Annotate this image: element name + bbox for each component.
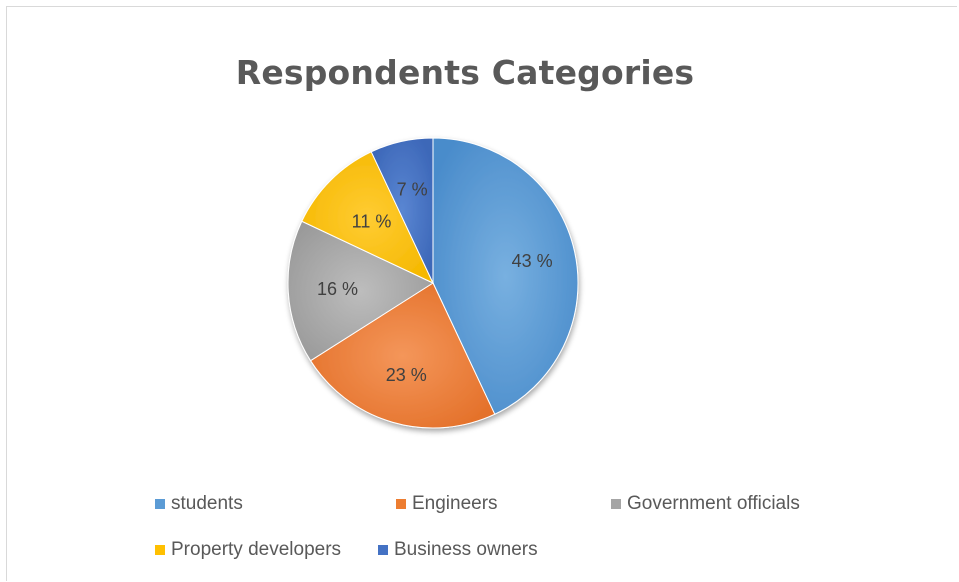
data-label-business-owners: 7 % xyxy=(397,180,428,200)
legend-label: Engineers xyxy=(412,493,498,514)
pie-slice-engineers xyxy=(309,282,496,429)
pie-slice-students xyxy=(432,137,579,415)
pie-chart: 43 % 23 % 16 % 11 %7 % xyxy=(287,137,579,429)
legend-swatch xyxy=(396,499,406,509)
legend-swatch xyxy=(611,499,621,509)
legend-item-engineers: Engineers xyxy=(396,492,498,516)
legend-swatch xyxy=(155,499,165,509)
pie-slice-business-owners xyxy=(370,137,434,284)
legend-label: Property developers xyxy=(171,539,342,560)
data-label-government-officials: 16 % xyxy=(317,279,358,299)
legend-item-property-developers: Property developers xyxy=(155,538,341,562)
legend-swatch xyxy=(378,545,388,555)
legend-swatch xyxy=(155,545,165,555)
chart-frame: Respondents Categories xyxy=(6,6,957,581)
legend-item-business-owners: Business owners xyxy=(378,538,538,562)
data-label-property-developers: 11 % xyxy=(352,212,392,232)
data-label-students: 43 % xyxy=(512,251,553,271)
pie-slice-government-officials xyxy=(287,220,435,362)
legend-label: students xyxy=(171,493,243,514)
data-label-engineers: 23 % xyxy=(386,365,427,385)
chart-title: Respondents Categories xyxy=(235,53,695,92)
pie-slice-property-developers xyxy=(301,151,435,285)
legend-item-government-officials: Government officials xyxy=(611,492,800,516)
legend-label: Government officials xyxy=(627,493,800,514)
legend-label: Business owners xyxy=(394,539,538,560)
legend-item-students: students xyxy=(155,492,243,516)
